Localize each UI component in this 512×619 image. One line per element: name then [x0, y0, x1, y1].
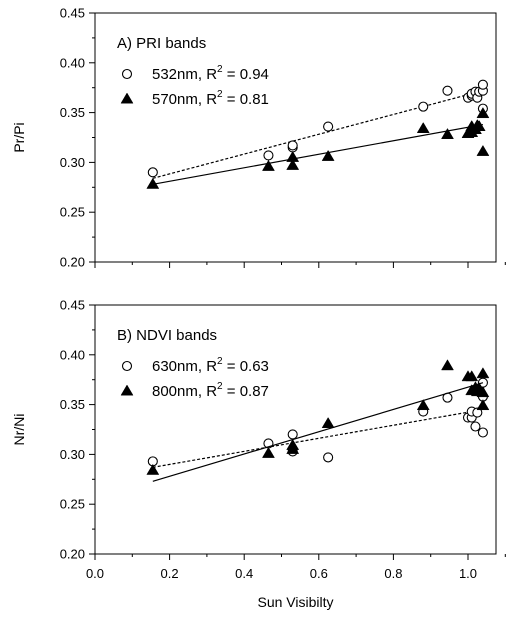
data-point-circle	[418, 101, 429, 112]
data-point-triangle	[146, 463, 160, 475]
data-point-triangle	[146, 177, 160, 189]
y-tick-label: 0.45	[60, 6, 85, 21]
data-point-circle	[323, 452, 334, 463]
y-tick-label: 0.20	[60, 255, 85, 270]
data-point-triangle	[476, 399, 490, 411]
y-tick-label: 0.25	[60, 205, 85, 220]
x-tick-label: 1.0	[459, 566, 477, 581]
data-point-circle	[287, 429, 298, 440]
legend-series-name: 800nm, R	[152, 383, 217, 400]
data-point-triangle	[262, 159, 275, 171]
series-570nm-r	[146, 107, 490, 189]
legend-r2-value: = 0.81	[223, 91, 269, 108]
y-tick-label: 0.40	[60, 347, 85, 362]
legend-superscript: 2	[217, 356, 223, 367]
data-point-triangle	[476, 107, 490, 119]
x-axis-title: Sun Visibilty	[257, 594, 333, 610]
series-800nm-r	[146, 359, 490, 482]
data-point-circle	[477, 427, 488, 438]
data-point-triangle	[286, 438, 300, 450]
x-tick-label: 0.4	[235, 566, 253, 581]
data-point-circle	[470, 421, 481, 432]
legend-marker-triangle	[120, 384, 134, 396]
y-tick-label: 0.45	[60, 298, 85, 313]
legend-series-name: 532nm, R	[152, 66, 217, 83]
data-point-triangle	[441, 359, 454, 371]
x-tick-label: 0.8	[384, 566, 402, 581]
panel-title: B) NDVI bands	[117, 327, 217, 344]
data-point-triangle	[476, 144, 490, 156]
legend-label: 630nm, R2 = 0.63	[152, 356, 269, 375]
x-tick-label: 0.2	[161, 566, 179, 581]
legend-marker-circle	[121, 68, 133, 80]
legend-marker-triangle	[120, 92, 134, 104]
fit-line	[152, 382, 484, 482]
y-axis-title: Pr/Pi	[11, 122, 27, 152]
y-axis-title: Nr/Ni	[11, 414, 27, 446]
data-point-triangle	[321, 149, 335, 161]
x-tick-label: 0.6	[310, 566, 328, 581]
panel-b: 0.20 0.25 0.30 0.35 0.40 0.45 0.0 0.2 0.4 0.6 0.8 1…	[11, 298, 506, 610]
data-point-circle	[472, 407, 483, 418]
data-point-circle	[287, 140, 298, 151]
data-point-circle	[147, 167, 158, 178]
legend-label: 800nm, R2 = 0.87	[152, 381, 269, 400]
data-point-triangle	[286, 158, 300, 170]
data-point-circle	[477, 79, 488, 90]
legend-r2-value: = 0.63	[223, 358, 269, 375]
y-tick-label: 0.30	[60, 155, 85, 170]
data-point-triangle	[416, 399, 430, 411]
legend-label: 532nm, R2 = 0.94	[152, 64, 269, 83]
data-point-circle	[323, 121, 334, 132]
legend-marker-circle	[121, 360, 133, 372]
fit-line	[152, 408, 484, 468]
y-tick-label: 0.25	[60, 497, 85, 512]
x-tick-label: 0.0	[86, 566, 104, 581]
y-tick-label: 0.35	[60, 105, 85, 120]
fit-line	[152, 90, 484, 179]
data-point-circle	[442, 85, 453, 96]
legend-label: 570nm, R2 = 0.81	[152, 89, 269, 108]
data-point-triangle	[321, 417, 335, 428]
y-tick-label: 0.40	[60, 55, 85, 70]
data-point-triangle	[416, 122, 430, 133]
legend-r2-value: = 0.94	[223, 66, 269, 83]
data-point-triangle	[472, 120, 486, 131]
data-point-triangle	[441, 128, 454, 139]
legend-r2-value: = 0.87	[223, 383, 269, 400]
legend-superscript: 2	[217, 89, 223, 100]
panel-title: A) PRI bands	[117, 35, 206, 52]
data-point-triangle	[476, 386, 490, 398]
data-point-triangle	[262, 446, 275, 458]
legend-superscript: 2	[217, 64, 223, 75]
data-point-triangle	[465, 370, 479, 382]
fit-line	[152, 123, 484, 185]
y-tick-label: 0.20	[60, 547, 85, 562]
panel-a: 0.20 0.25 0.30 0.35 0.40 0.45 Pr/Pi A) PRI band…	[11, 6, 506, 270]
legend-series-name: 570nm, R	[152, 91, 217, 108]
y-tick-label: 0.35	[60, 397, 85, 412]
legend-superscript: 2	[217, 381, 223, 392]
data-point-circle	[263, 150, 274, 161]
y-tick-label: 0.30	[60, 447, 85, 462]
data-point-triangle	[476, 367, 490, 379]
legend-series-name: 630nm, R	[152, 358, 217, 375]
